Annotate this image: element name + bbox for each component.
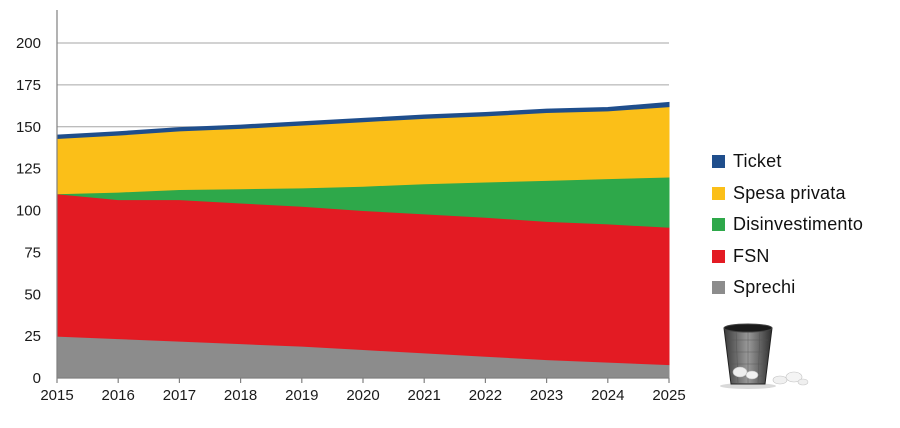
area-series: [56, 101, 670, 379]
legend-label: Ticket: [733, 151, 782, 172]
legend: Ticket Spesa privata Disinvestimento FSN Spr…: [712, 146, 863, 304]
legend-item-fsn: FSN: [712, 241, 863, 273]
y-tick-label: 75: [24, 244, 41, 261]
legend-item-ticket: Ticket: [712, 146, 863, 178]
y-tick-label: 200: [16, 35, 41, 52]
area-ticket: [56, 101, 670, 140]
legend-label: FSN: [733, 245, 770, 266]
trash-bin-icon: [720, 323, 809, 389]
x-tick-label: 2022: [469, 387, 502, 404]
legend-swatch: [712, 281, 725, 295]
y-tick-label: 150: [16, 119, 41, 136]
x-tick-label: 2023: [530, 387, 563, 404]
y-tick-label: 0: [33, 370, 41, 387]
x-tick-label: 2024: [591, 387, 624, 404]
legend-item-disinvestimento: Disinvestimento: [712, 209, 863, 241]
x-tick-label: 2019: [285, 387, 318, 404]
y-tick-labels: 0 25 50 75 100 125 150 175 200: [16, 35, 41, 387]
legend-swatch: [712, 155, 725, 169]
x-tick-label: 2017: [163, 387, 196, 404]
legend-label: Spesa privata: [733, 182, 846, 203]
y-tick-label: 100: [16, 203, 41, 220]
legend-swatch: [712, 186, 725, 200]
legend-label: Disinvestimento: [733, 214, 864, 235]
x-tick-label: 2015: [40, 387, 73, 404]
legend-swatch: [712, 218, 725, 232]
y-tick-label: 50: [24, 286, 41, 303]
y-tick-label: 25: [24, 328, 41, 345]
x-tick-label: 2025: [652, 387, 685, 404]
x-tick-label: 2018: [224, 387, 257, 404]
axes: [56, 10, 670, 383]
legend-swatch: [712, 249, 725, 263]
x-tick-label: 2021: [408, 387, 441, 404]
x-tick-labels: 2015 2016 2017 2018 2019 2020 2021 2022 2023 2024…: [40, 387, 685, 404]
y-tick-label: 125: [16, 161, 41, 178]
legend-item-spesa-privata: Spesa privata: [712, 178, 863, 210]
legend-label: Sprechi: [733, 277, 796, 298]
y-tick-label: 175: [16, 77, 41, 94]
legend-item-sprechi: Sprechi: [712, 272, 863, 304]
x-tick-label: 2020: [346, 387, 379, 404]
x-tick-label: 2016: [102, 387, 135, 404]
